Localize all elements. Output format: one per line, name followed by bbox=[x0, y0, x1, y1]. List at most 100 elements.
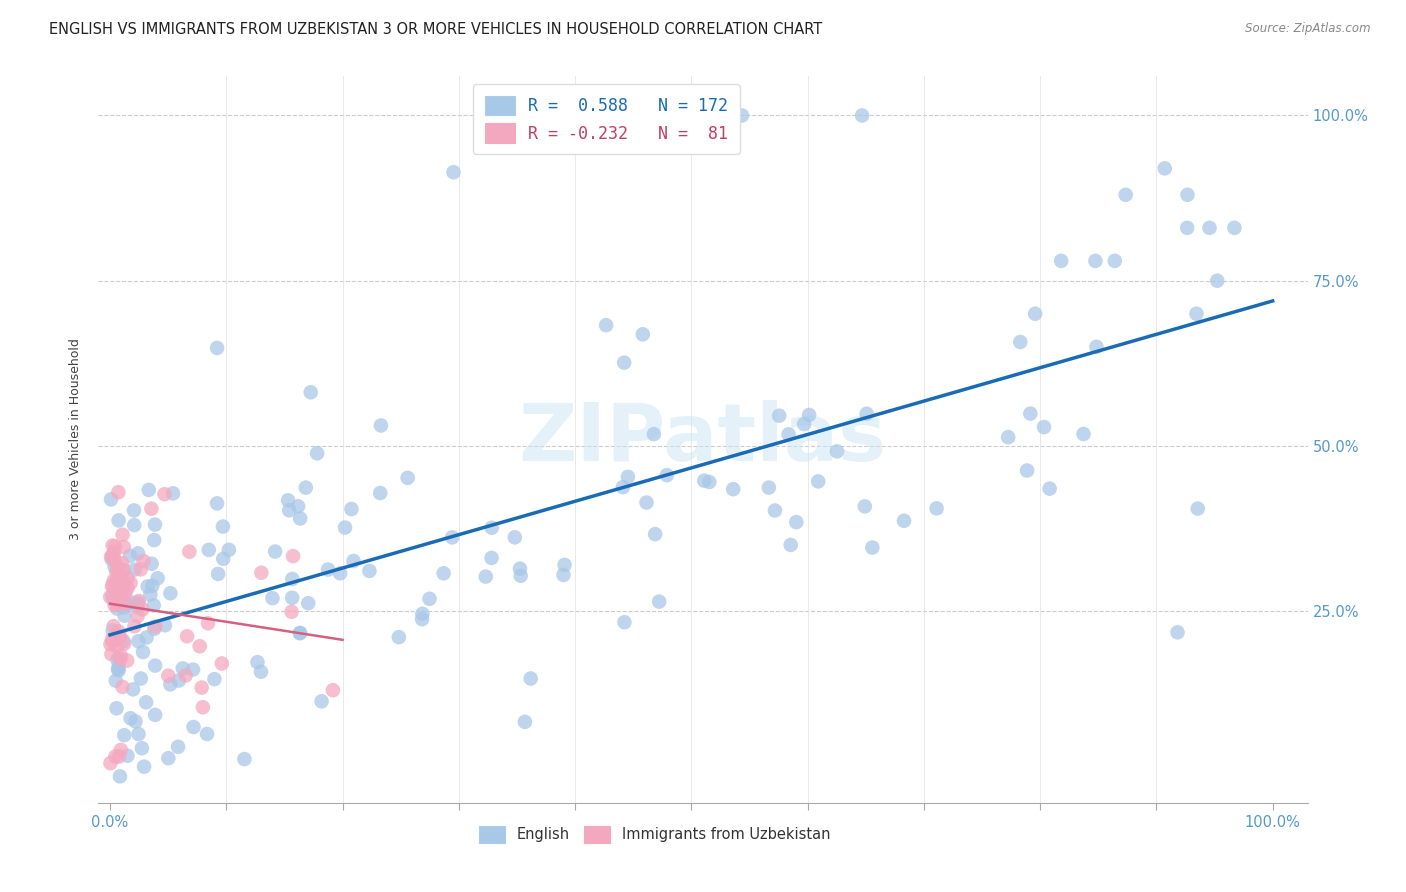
Y-axis label: 3 or more Vehicles in Household: 3 or more Vehicles in Household bbox=[69, 338, 83, 541]
Point bbox=[127, 597, 149, 611]
Point bbox=[1175, 220, 1198, 235]
Point bbox=[104, 673, 127, 688]
Legend: English, Immigrants from Uzbekistan: English, Immigrants from Uzbekistan bbox=[471, 819, 838, 850]
Point bbox=[153, 487, 176, 501]
Point bbox=[433, 566, 456, 581]
Point bbox=[100, 549, 122, 564]
Point bbox=[104, 592, 127, 607]
Point bbox=[112, 600, 135, 615]
Point bbox=[131, 602, 153, 616]
Point bbox=[699, 475, 721, 489]
Point bbox=[174, 668, 197, 682]
Text: ENGLISH VS IMMIGRANTS FROM UZBEKISTAN 3 OR MORE VEHICLES IN HOUSEHOLD CORRELATIO: ENGLISH VS IMMIGRANTS FROM UZBEKISTAN 3 … bbox=[49, 22, 823, 37]
Point bbox=[105, 585, 128, 599]
Point bbox=[115, 654, 138, 668]
Point bbox=[128, 727, 150, 741]
Point bbox=[107, 598, 129, 612]
Point bbox=[139, 588, 162, 602]
Point bbox=[613, 356, 636, 370]
Point bbox=[418, 591, 440, 606]
Point bbox=[107, 580, 129, 594]
Point bbox=[1085, 340, 1108, 354]
Point bbox=[278, 503, 301, 517]
Point bbox=[107, 485, 129, 500]
Point bbox=[143, 622, 166, 636]
Point bbox=[1073, 427, 1095, 442]
Point bbox=[1115, 187, 1137, 202]
Point bbox=[104, 540, 127, 554]
Point bbox=[111, 556, 134, 570]
Point bbox=[294, 481, 316, 495]
Point bbox=[212, 551, 235, 566]
Point bbox=[138, 483, 160, 497]
Point bbox=[288, 626, 311, 640]
Point bbox=[105, 652, 128, 666]
Point bbox=[281, 549, 304, 563]
Point bbox=[250, 665, 273, 679]
Point bbox=[643, 427, 665, 442]
Point bbox=[1206, 274, 1229, 288]
Point bbox=[157, 751, 180, 765]
Point bbox=[105, 580, 128, 594]
Point bbox=[851, 108, 873, 122]
Point bbox=[105, 601, 128, 615]
Point bbox=[1084, 253, 1107, 268]
Point bbox=[105, 574, 128, 588]
Point bbox=[117, 581, 139, 595]
Point bbox=[763, 503, 786, 517]
Point bbox=[100, 637, 122, 651]
Point bbox=[111, 571, 134, 585]
Point bbox=[153, 618, 176, 632]
Point bbox=[115, 597, 138, 611]
Point bbox=[129, 562, 152, 576]
Point bbox=[141, 579, 163, 593]
Point bbox=[233, 752, 256, 766]
Point bbox=[101, 539, 124, 553]
Point bbox=[262, 591, 284, 606]
Point bbox=[388, 630, 411, 644]
Point bbox=[108, 651, 131, 665]
Point bbox=[198, 542, 221, 557]
Point bbox=[481, 550, 503, 565]
Point bbox=[101, 588, 124, 602]
Point bbox=[264, 544, 287, 558]
Point bbox=[101, 578, 124, 592]
Point bbox=[519, 672, 541, 686]
Point bbox=[693, 474, 716, 488]
Point bbox=[132, 554, 155, 568]
Point bbox=[595, 318, 617, 333]
Point bbox=[110, 652, 132, 666]
Point bbox=[853, 500, 876, 514]
Point bbox=[141, 557, 163, 571]
Point bbox=[176, 629, 198, 643]
Point bbox=[157, 669, 180, 683]
Point bbox=[1177, 187, 1199, 202]
Point bbox=[111, 527, 134, 541]
Point bbox=[115, 580, 138, 594]
Point bbox=[202, 672, 225, 686]
Point bbox=[114, 608, 136, 623]
Point bbox=[188, 640, 211, 654]
Point bbox=[124, 619, 146, 633]
Point bbox=[617, 470, 640, 484]
Point bbox=[785, 515, 807, 529]
Point bbox=[925, 501, 948, 516]
Point bbox=[159, 677, 181, 691]
Point bbox=[115, 597, 138, 611]
Point bbox=[411, 612, 433, 626]
Point bbox=[110, 584, 132, 599]
Point bbox=[218, 542, 240, 557]
Point bbox=[612, 480, 634, 494]
Point bbox=[513, 714, 536, 729]
Point bbox=[104, 595, 127, 609]
Point bbox=[101, 579, 124, 593]
Point bbox=[779, 538, 801, 552]
Point bbox=[105, 701, 128, 715]
Point bbox=[117, 748, 139, 763]
Point bbox=[132, 759, 155, 773]
Point bbox=[768, 409, 790, 423]
Point bbox=[288, 626, 311, 640]
Point bbox=[1019, 407, 1042, 421]
Point bbox=[127, 546, 149, 560]
Point bbox=[1167, 625, 1189, 640]
